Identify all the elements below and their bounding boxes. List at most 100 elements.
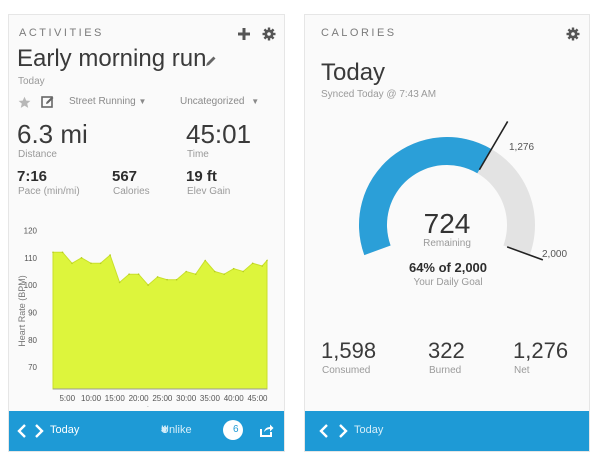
heart-rate-point	[204, 259, 206, 262]
star-icon[interactable]	[18, 96, 31, 109]
heart-rate-point	[166, 278, 168, 281]
goal-percent-text: 64% of 2,000	[408, 260, 488, 275]
y-tick-label: 110	[24, 254, 37, 263]
remaining-value: 724	[424, 208, 471, 239]
x-tick-label: 40:00	[224, 394, 245, 403]
heart-rate-point	[71, 262, 73, 265]
net-label: Net	[514, 365, 530, 376]
distance-label: Distance	[18, 149, 57, 160]
heart-rate-point	[232, 267, 235, 270]
heart-rate-point	[223, 273, 225, 275]
y-tick-label: 120	[24, 226, 38, 235]
y-tick-label: 100	[24, 281, 38, 290]
elev-gain-value: 19 ft	[186, 168, 217, 185]
settings-gear-icon[interactable]	[566, 27, 580, 41]
likes-count: 4	[161, 424, 168, 436]
y-tick-label: 70	[28, 363, 37, 372]
calories-panel: CALORIES Today Synced Today @ 7:43 AM 1,…	[304, 14, 590, 452]
calories-label: Calories	[113, 186, 150, 197]
synced-text: Synced Today @ 7:43 AM	[321, 89, 437, 100]
heart-rate-point	[137, 273, 140, 275]
calories-title: Today	[321, 59, 386, 86]
goal-label: Your Daily Goal	[413, 277, 483, 288]
time-label: Time	[187, 149, 209, 160]
pace-label: Pace (min/mi)	[18, 186, 80, 197]
y-tick-label: 80	[28, 336, 37, 345]
y-tick-label: 90	[28, 308, 37, 317]
time-value: 45:01	[186, 119, 252, 149]
calories-section-title: CALORIES	[321, 27, 397, 39]
heart-rate-point	[213, 270, 216, 273]
heart-rate-area	[52, 251, 268, 390]
burned-label: Burned	[429, 365, 462, 376]
y-axis-label: Heart Rate (BPM)	[17, 275, 27, 347]
activity-title: Early morning run	[17, 45, 207, 72]
activities-panel: ACTIVITIES Early morning run Today Stree…	[8, 14, 285, 452]
edit-pencil-icon[interactable]	[205, 55, 217, 67]
heart-rate-point	[128, 273, 130, 275]
gauge-goal-marker-label: 2,000	[542, 249, 567, 260]
footer-today-label[interactable]: Today	[50, 424, 80, 436]
footer-today-label[interactable]: Today	[354, 424, 384, 436]
x-tick-label: 5:00	[59, 394, 75, 403]
gauge-goal-marker	[506, 246, 544, 261]
activity-date: Today	[18, 76, 45, 87]
chevron-down-icon: ▼	[251, 97, 260, 106]
heart-rate-point	[251, 262, 254, 265]
unlike-label: Unlike	[161, 424, 192, 436]
share-icon[interactable]	[259, 423, 274, 438]
net-value: 1,276	[513, 338, 569, 363]
heart-rate-point	[175, 278, 178, 281]
heart-rate-point	[52, 251, 54, 254]
settings-gear-icon[interactable]	[262, 27, 276, 41]
comments-badge[interactable]: 6	[223, 420, 243, 440]
elev-gain-label: Elev Gain	[187, 186, 231, 197]
x-axis-label: Time	[141, 406, 163, 407]
heart-rate-point	[185, 270, 187, 273]
burned-value: 322	[428, 338, 465, 363]
x-tick-label: 25:00	[152, 394, 173, 403]
heart-rate-point	[99, 262, 102, 265]
calories-value: 567	[112, 168, 138, 185]
activities-footer: Today Unlike ♥ 4 6	[9, 411, 284, 451]
activity-type-label: Street Running	[69, 96, 136, 107]
x-tick-label: 35:00	[200, 394, 221, 403]
heart-rate-point	[194, 273, 197, 275]
heart-rate-point	[261, 265, 263, 267]
prev-arrow-icon[interactable]	[17, 424, 27, 438]
x-tick-label: 10:00	[81, 394, 102, 403]
gauge-consumed-marker-label: 1,276	[509, 142, 534, 153]
consumed-value: 1,598	[321, 338, 377, 363]
category-label: Uncategorized	[180, 96, 245, 107]
prev-arrow-icon[interactable]	[319, 424, 329, 438]
x-tick-label: 15:00	[105, 394, 126, 403]
next-arrow-icon[interactable]	[338, 424, 348, 438]
consumed-label: Consumed	[322, 365, 371, 376]
heart-rate-point	[266, 259, 268, 262]
next-arrow-icon[interactable]	[34, 424, 44, 438]
note-edit-icon[interactable]	[41, 95, 55, 109]
gauge-consumed-arc	[358, 137, 492, 256]
activities-section-title: ACTIVITIES	[19, 27, 104, 39]
activity-type-select[interactable]: Street Running ▼	[69, 96, 146, 107]
add-icon[interactable]	[237, 27, 251, 41]
x-tick-label: 45:00	[247, 394, 268, 403]
gauge-consumed-marker	[478, 121, 509, 171]
heart-rate-point	[147, 284, 149, 286]
heart-rate-point	[156, 276, 159, 278]
heart-rate-point	[80, 257, 83, 259]
category-select[interactable]: Uncategorized ▼	[180, 96, 259, 107]
chevron-down-icon: ▼	[138, 97, 147, 106]
x-tick-label: 30:00	[176, 394, 197, 403]
calories-footer: Today	[305, 411, 589, 451]
distance-value: 6.3 mi	[17, 119, 88, 149]
heart-rate-point	[109, 254, 111, 256]
x-tick-label: 20:00	[129, 394, 150, 403]
heart-rate-point	[61, 251, 64, 254]
heart-icon: ♥	[161, 424, 168, 436]
heart-rate-point	[242, 270, 244, 273]
pace-value: 7:16	[17, 168, 48, 185]
calorie-gauge: 1,276 2,000 724 Remaining	[358, 121, 567, 261]
heart-rate-point	[90, 262, 92, 265]
